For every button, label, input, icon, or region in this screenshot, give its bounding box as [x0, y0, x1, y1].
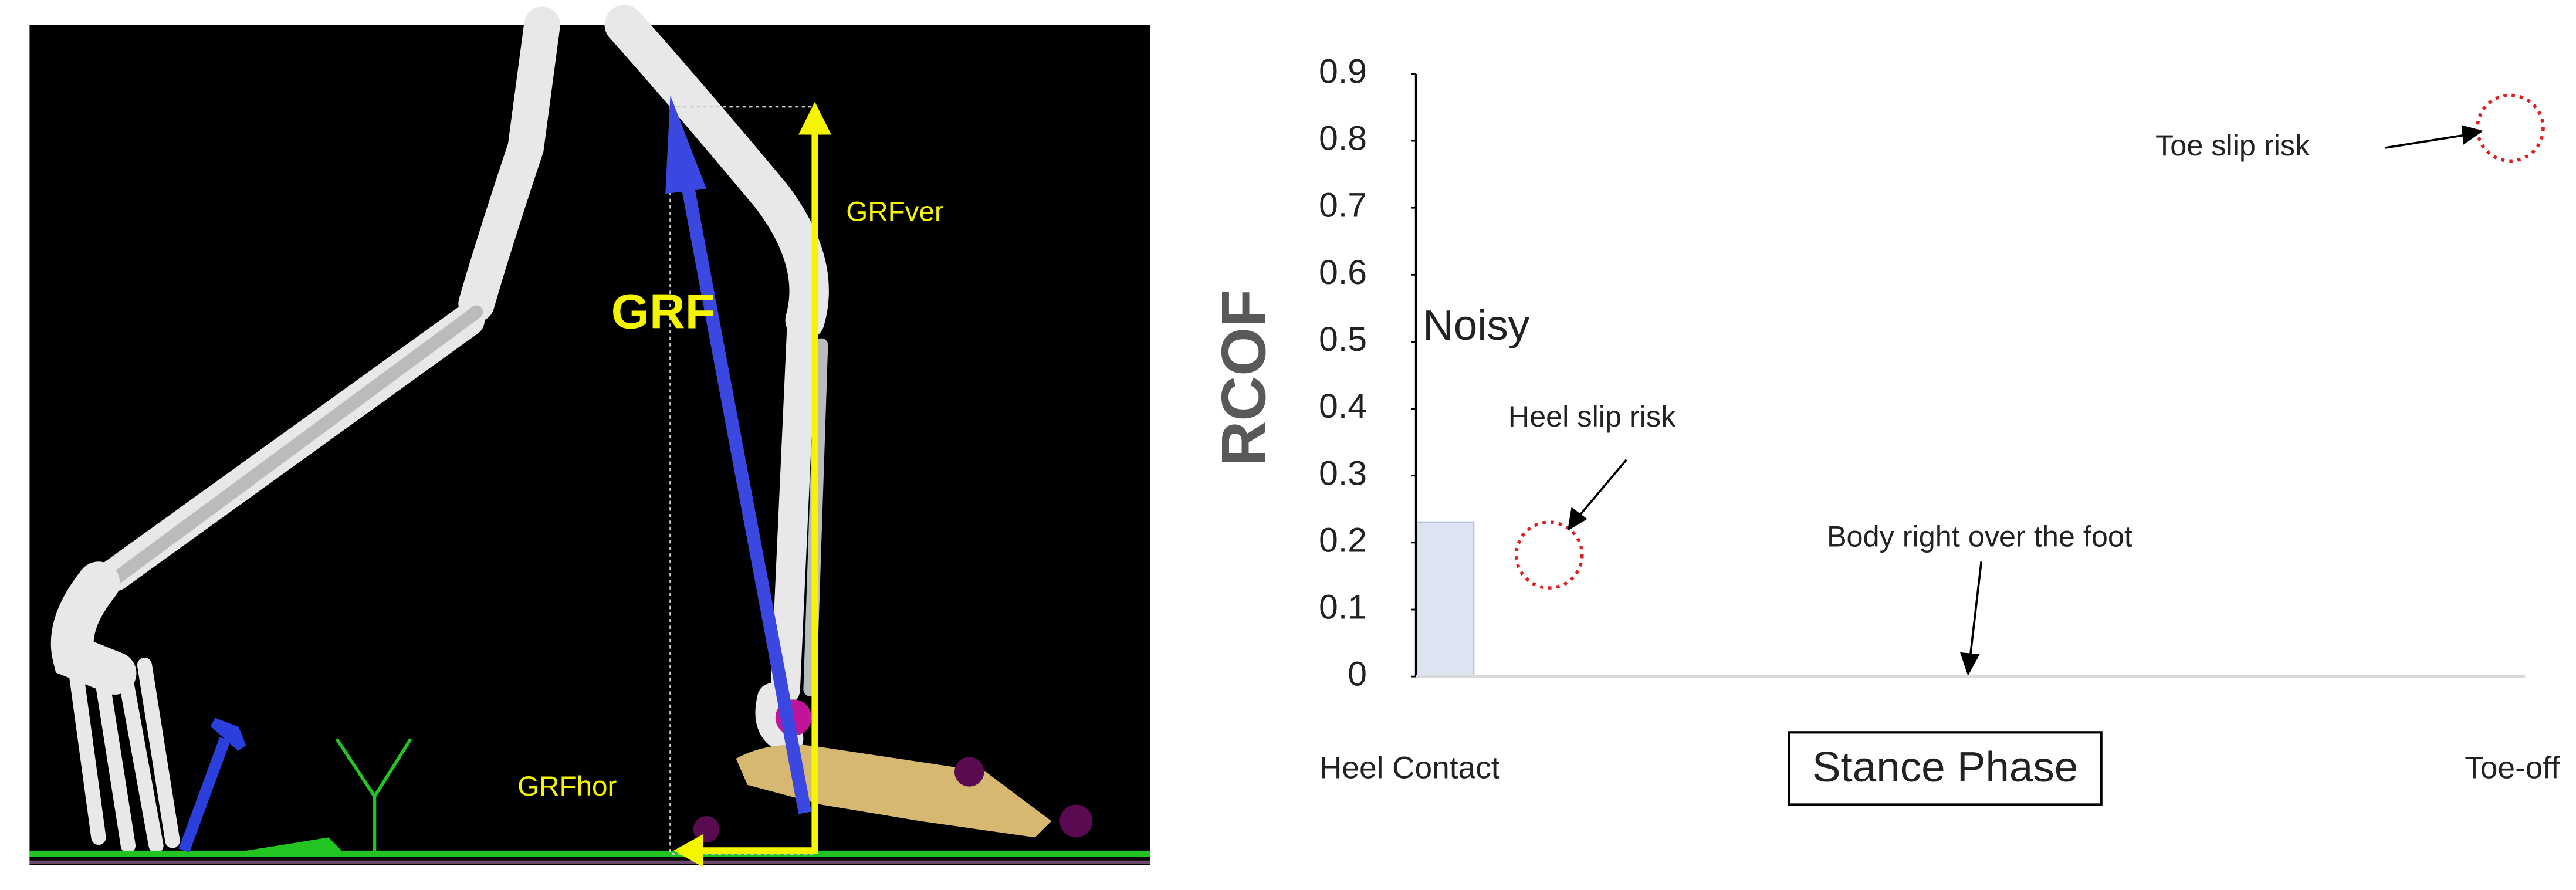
grf-label: GRF [611, 284, 715, 339]
y-tick-label: 0.2 [1319, 521, 1367, 559]
callout-arrows [1567, 125, 2483, 676]
skeleton [50, 5, 829, 854]
annotation: Heel slip risk [1508, 400, 1676, 433]
component-box [669, 106, 816, 855]
force-arrow [210, 718, 246, 751]
marker [1059, 804, 1093, 838]
y-tick-label: 0.4 [1319, 387, 1367, 425]
x-label-box [1788, 731, 2103, 806]
axis-glyph [335, 737, 412, 854]
simulation-view: GRF GRFver GRFhor [29, 5, 1150, 867]
grf-ver-arrow [798, 101, 831, 135]
y-tick-label: 0.1 [1319, 588, 1367, 627]
y-tick-label: 0.6 [1319, 253, 1367, 292]
y-tick-label: 0.9 [1319, 52, 1367, 90]
annotation: Noisy [1423, 302, 1530, 349]
y-axis-label: RCOF [1209, 289, 1278, 466]
x-axis-label: Stance Phase [1812, 743, 2078, 791]
risk-circle [1514, 520, 1584, 590]
y-tick-label: 0.3 [1319, 454, 1367, 492]
grf-hor-label: GRFhor [517, 771, 617, 802]
noisy-region [1415, 521, 1475, 678]
grf-arrow [680, 179, 812, 814]
risk-circle [2476, 93, 2545, 163]
grf-ver-label: GRFver [846, 196, 944, 227]
x-tick-label: Heel Contact [1319, 751, 1500, 786]
axis-glyph [246, 837, 346, 854]
grf-hor-arrow [673, 834, 703, 867]
y-tick-label: 0.7 [1319, 187, 1367, 225]
annotation: Toe slip risk [2155, 128, 2310, 162]
annotation: Body right over the foot [1827, 519, 2132, 553]
marker [693, 816, 720, 842]
y-tick-label: 0.8 [1319, 120, 1367, 158]
grf-arrow [665, 95, 707, 194]
viewport-bg [29, 24, 1150, 866]
force-arrow [178, 737, 231, 853]
x-tick-label: Toe-off [2465, 751, 2560, 786]
rcof-chart: RCOF Noisy Heel slip risk Body right ove… [1209, 52, 2560, 806]
y-tick-label: 0.5 [1319, 320, 1367, 358]
marker [954, 757, 984, 787]
y-tick-label: 0 [1348, 655, 1367, 693]
